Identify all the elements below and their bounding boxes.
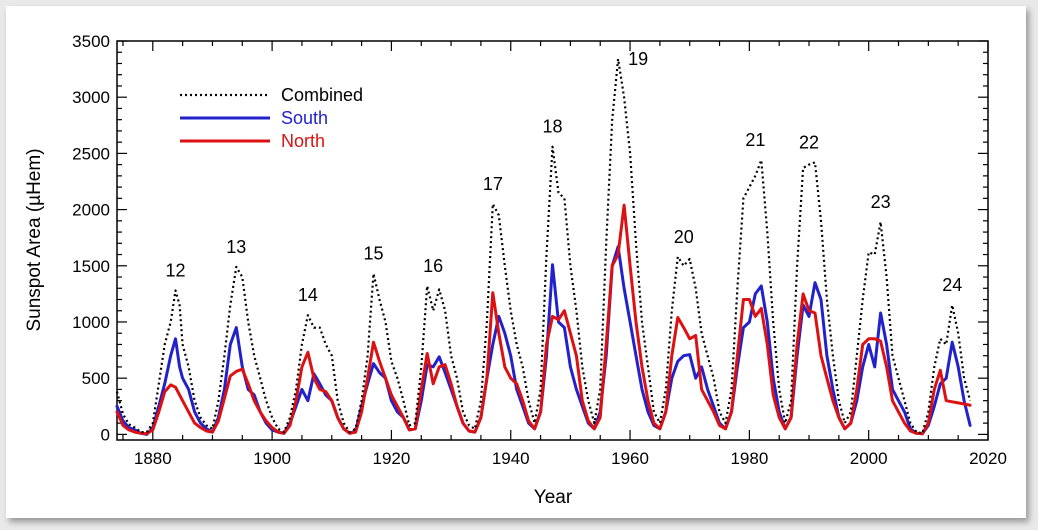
y-tick-label: 2500 xyxy=(72,144,110,163)
legend-label-north: North xyxy=(281,131,325,151)
cycle-label: 23 xyxy=(871,192,891,212)
cycle-label: 12 xyxy=(165,261,185,281)
cycle-label: 17 xyxy=(483,174,503,194)
x-tick-label: 2020 xyxy=(969,449,1007,468)
cycle-label: 16 xyxy=(423,256,443,276)
x-tick-label: 1920 xyxy=(373,449,411,468)
y-tick-label: 1000 xyxy=(72,313,110,332)
cycle-label: 20 xyxy=(674,227,694,247)
legend-label-combined: Combined xyxy=(281,85,363,105)
x-tick-label: 2000 xyxy=(850,449,888,468)
chart-frame xyxy=(6,6,1026,518)
x-tick-label: 1880 xyxy=(134,449,172,468)
cycle-label: 24 xyxy=(942,275,962,295)
axes: 1880 1900 1920 1940 1960 1980 2000 202005001000… xyxy=(72,32,1007,468)
y-tick-label: 2000 xyxy=(72,201,110,220)
x-tick-label: 1900 xyxy=(253,449,291,468)
y-tick-label: 0 xyxy=(101,425,110,444)
cycle-label: 19 xyxy=(628,49,648,69)
cycle-annotations: 12 13 14 15 16 17 18 19 20 21 22 23 24 xyxy=(165,49,962,305)
x-tick-label: 1960 xyxy=(611,449,649,468)
y-tick-label: 1500 xyxy=(72,257,110,276)
legend-label-south: South xyxy=(281,108,328,128)
x-tick-label: 1940 xyxy=(492,449,530,468)
x-tick-label: 1980 xyxy=(730,449,768,468)
y-tick-label: 3000 xyxy=(72,88,110,107)
y-tick-label: 3500 xyxy=(72,32,110,51)
legend: Combined South North xyxy=(180,85,363,151)
cycle-label: 22 xyxy=(799,132,819,152)
y-tick-label: 500 xyxy=(82,369,110,388)
cycle-label: 13 xyxy=(226,237,246,257)
plot-border xyxy=(116,40,989,441)
cycle-label: 15 xyxy=(364,244,384,264)
y-axis-title: Sunspot Area (µHem) xyxy=(24,148,45,331)
series-layer xyxy=(115,57,972,436)
cycle-label: 21 xyxy=(745,130,765,150)
series-line-north xyxy=(115,203,972,436)
cycle-label: 18 xyxy=(542,117,562,137)
cycle-label: 14 xyxy=(298,285,318,305)
x-axis-title: Year xyxy=(534,487,573,508)
